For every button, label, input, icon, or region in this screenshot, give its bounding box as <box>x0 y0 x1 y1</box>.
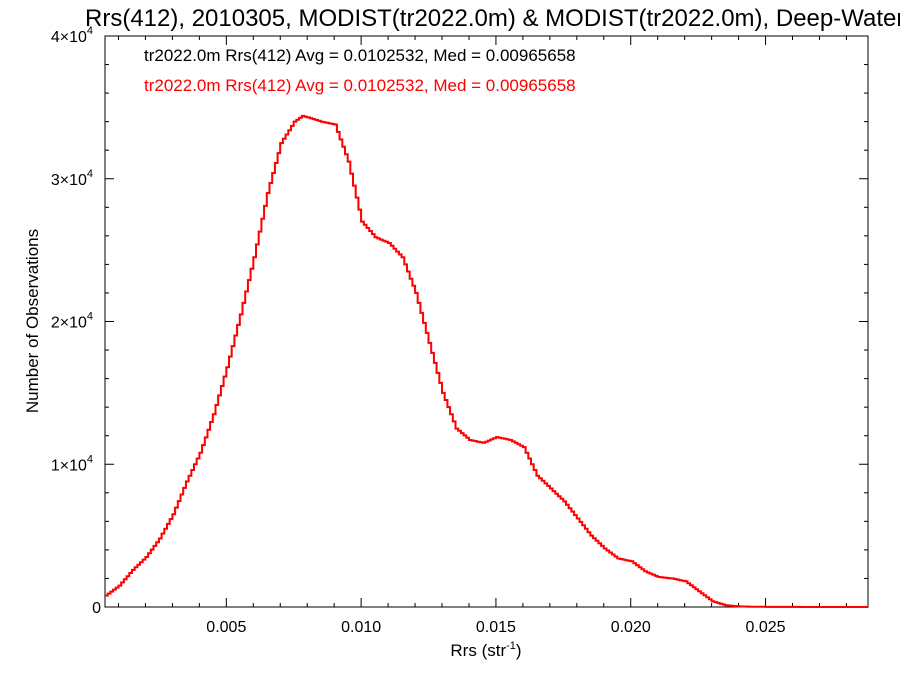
x-axis-label-text: Rrs (str <box>450 641 506 660</box>
y-tick-label-0: 0 <box>92 600 101 617</box>
x-tick-label-1: 0.010 <box>341 619 381 636</box>
x-axis-label-suffix: ) <box>516 641 522 660</box>
x-axis-label-exponent: -1 <box>506 640 516 652</box>
x-tick-label-4: 0.025 <box>746 619 786 636</box>
x-axis-label: Rrs (str-1) <box>450 640 521 660</box>
legend-entry-1: tr2022.0m Rrs(412) Avg = 0.0102532, Med … <box>144 76 576 95</box>
x-tick-label-3: 0.020 <box>611 619 651 636</box>
y-axis-label: Number of Observations <box>23 229 42 413</box>
x-axis-ticks: 0.005 0.010 0.015 0.020 0.025 <box>117 36 847 636</box>
legend: tr2022.0m Rrs(412) Avg = 0.0102532, Med … <box>144 46 576 95</box>
y-tick-label-4: 4×104 <box>51 25 93 46</box>
series-line-0 <box>105 115 868 608</box>
y-axis-ticks: 0 1×104 2×104 3×104 4×104 <box>51 25 868 617</box>
x-tick-label-0: 0.005 <box>206 619 246 636</box>
plot-frame <box>104 35 869 608</box>
series-line-1 <box>105 114 868 608</box>
y-tick-label-1: 1×104 <box>51 453 93 474</box>
y-tick-label-2: 2×104 <box>51 311 93 332</box>
y-tick-label-3: 3×104 <box>51 168 93 189</box>
series-layer <box>105 114 868 608</box>
chart-title: Rrs(412), 2010305, MODIST(tr2022.0m) & M… <box>85 5 900 32</box>
legend-entry-0: tr2022.0m Rrs(412) Avg = 0.0102532, Med … <box>144 46 576 65</box>
x-tick-label-2: 0.015 <box>476 619 516 636</box>
